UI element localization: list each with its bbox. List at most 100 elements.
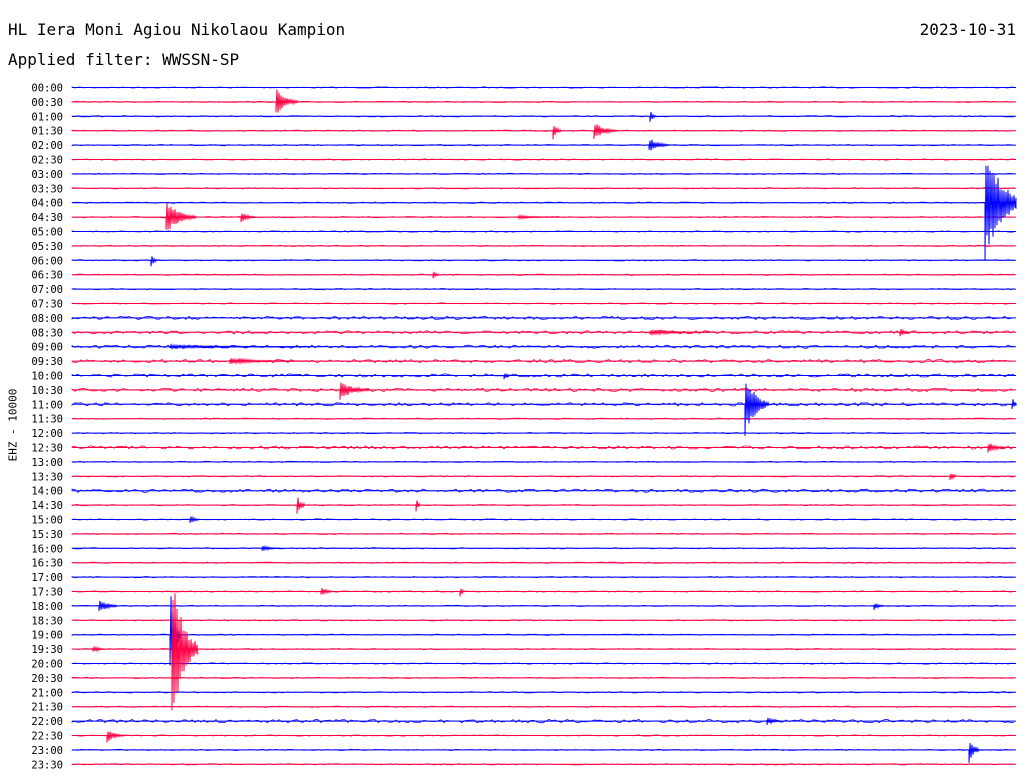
trace-noise	[71, 590, 1015, 593]
seismic-event	[92, 645, 106, 653]
time-tick-label: 23:00	[31, 745, 63, 757]
chart-date: 2023-10-31	[919, 20, 1016, 39]
time-tick-label: 23:30	[31, 759, 63, 771]
seismic-event	[899, 328, 911, 337]
time-tick-label: 16:00	[31, 543, 63, 555]
seismic-event	[766, 717, 782, 725]
trace-noise	[71, 561, 1015, 564]
time-tick-label: 17:30	[31, 587, 63, 599]
seismic-event	[873, 602, 885, 610]
seismic-event	[339, 382, 371, 400]
trace-noise	[71, 547, 1014, 550]
trace-noise	[71, 244, 1015, 247]
trace-noise	[71, 387, 1015, 393]
trace-noise	[71, 273, 1015, 276]
time-tick-label: 04:00	[31, 198, 63, 210]
seismic-event	[593, 124, 619, 139]
trace-noise	[71, 402, 1015, 407]
time-tick-label: 09:30	[31, 356, 63, 368]
time-tick-label: 20:30	[31, 673, 63, 685]
time-tick-label: 06:30	[31, 270, 63, 282]
seismic-event	[150, 256, 158, 267]
time-tick-label: 00:30	[31, 97, 63, 109]
seismic-event	[432, 271, 440, 279]
seismic-event	[229, 357, 311, 366]
time-tick-label: 22:30	[31, 731, 63, 743]
trace-noise	[71, 648, 1015, 651]
trace-noise	[71, 475, 1014, 478]
trace-noise	[71, 662, 1015, 665]
seismic-event	[415, 500, 421, 512]
trace-noise	[71, 734, 1014, 737]
trace-noise	[71, 518, 1015, 521]
trace-noise	[71, 691, 1015, 694]
station-title: HL Iera Moni Agiou Nikolaou Kampion	[8, 20, 346, 39]
seismic-event	[98, 600, 118, 611]
time-tick-label: 03:00	[31, 169, 63, 181]
time-tick-label: 14:30	[31, 500, 63, 512]
seismic-event	[189, 515, 201, 523]
seismic-event	[320, 588, 334, 596]
seismic-event	[1011, 399, 1017, 409]
time-tick-label: 07:00	[31, 284, 63, 296]
time-tick-label: 00:00	[31, 83, 63, 95]
seismic-event	[171, 593, 199, 711]
time-tick-label: 01:00	[31, 111, 63, 123]
time-tick-label: 02:30	[31, 155, 63, 167]
time-tick-label: 09:00	[31, 342, 63, 354]
seismic-event	[169, 343, 311, 351]
time-tick-label: 10:30	[31, 385, 63, 397]
time-tick-label: 10:00	[31, 371, 63, 383]
trace-noise	[71, 445, 1015, 450]
trace-noise	[71, 532, 1015, 535]
trace-noise	[71, 288, 1015, 291]
time-tick-label: 13:00	[31, 457, 63, 469]
trace-noise	[71, 100, 1015, 103]
seismic-event	[240, 213, 256, 223]
time-tick-label: 22:00	[31, 716, 63, 728]
time-tick-label: 02:00	[31, 140, 63, 152]
time-tick-label: 19:00	[31, 630, 63, 642]
seismic-event	[459, 588, 465, 597]
time-tick-label: 01:30	[31, 126, 63, 138]
time-tick-label: 06:00	[31, 255, 63, 267]
trace-noise	[71, 719, 1015, 724]
seismic-event	[744, 383, 770, 436]
trace-noise	[71, 705, 1015, 708]
time-tick-label: 21:30	[31, 702, 63, 714]
time-tick-label: 14:00	[31, 486, 63, 498]
time-tick-label: 21:00	[31, 687, 63, 699]
trace-noise	[71, 432, 1015, 435]
time-tick-label: 13:30	[31, 471, 63, 483]
trace-noise	[71, 344, 1015, 349]
trace-noise	[71, 358, 1015, 364]
time-tick-label: 08:30	[31, 327, 63, 339]
seismic-event	[165, 202, 197, 230]
time-tick-label: 05:30	[31, 241, 63, 253]
seismic-event	[517, 214, 559, 221]
seismic-event	[949, 473, 957, 480]
time-tick-label: 15:00	[31, 515, 63, 527]
time-tick-label: 12:00	[31, 428, 63, 440]
time-tick-label: 19:30	[31, 644, 63, 656]
seismic-event	[984, 165, 1017, 261]
trace-noise	[71, 144, 1015, 147]
trace-noise	[71, 187, 1015, 190]
time-tick-label: 04:30	[31, 212, 63, 224]
seismic-event	[648, 139, 670, 151]
trace-noise	[71, 172, 1015, 175]
seismic-event	[649, 328, 711, 337]
seismic-event	[106, 731, 126, 743]
trace-noise	[71, 763, 1015, 766]
trace-noise	[71, 259, 1014, 262]
seismic-event	[987, 443, 1007, 453]
trace-noise	[71, 373, 1015, 378]
trace-noise	[71, 86, 1015, 89]
trace-noise	[71, 201, 1015, 204]
trace-noise	[71, 302, 1015, 305]
time-tick-label: 17:00	[31, 572, 63, 584]
time-tick-label: 15:30	[31, 529, 63, 541]
trace-noise	[71, 619, 1015, 622]
trace-noise	[71, 129, 1015, 132]
